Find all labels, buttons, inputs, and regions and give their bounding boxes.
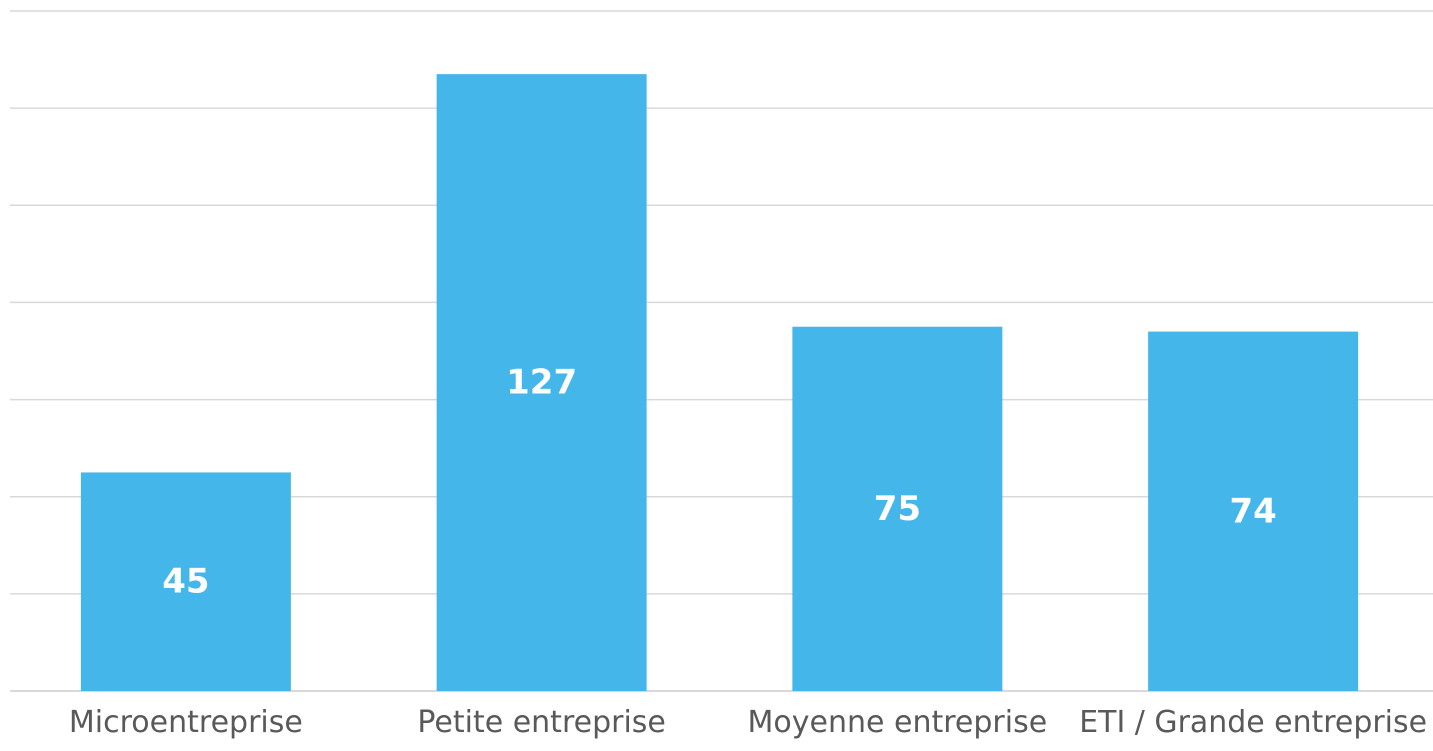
x-axis: Microentreprise Petite entreprise Moyenne …	[69, 705, 1427, 740]
data-labels: 45 127 75 74	[162, 363, 1277, 602]
bar-3	[1148, 331, 1359, 691]
data-label-2: 75	[874, 489, 921, 529]
category-label-0: Microentreprise	[69, 705, 303, 740]
data-label-0: 45	[162, 562, 209, 602]
bars	[80, 74, 1359, 691]
data-label-1: 127	[506, 363, 577, 403]
bar-0	[80, 472, 291, 691]
data-label-3: 74	[1229, 491, 1276, 531]
category-label-2: Moyenne entreprise	[748, 705, 1048, 740]
category-label-1: Petite entreprise	[417, 705, 666, 740]
bar-1	[436, 74, 647, 691]
category-label-3: ETI / Grande entreprise	[1079, 705, 1427, 740]
bar-2	[792, 326, 1003, 691]
